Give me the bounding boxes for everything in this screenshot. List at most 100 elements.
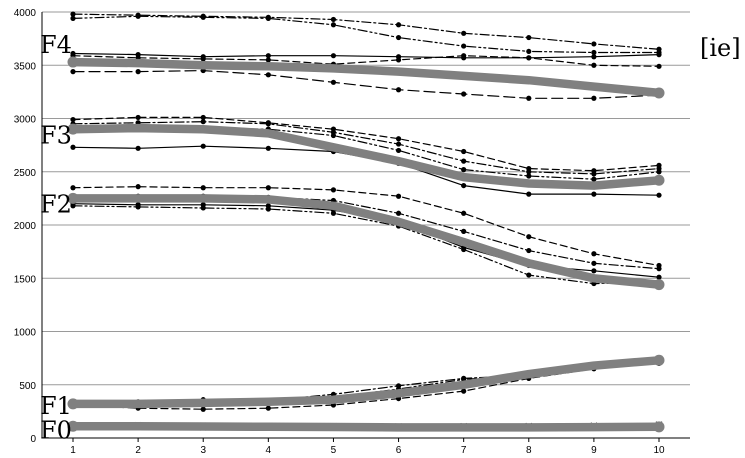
series-f3-dashdot-7-point	[395, 141, 402, 147]
series-f3-dashdotdot-8-point	[395, 147, 402, 154]
series-f0-mean-22-point	[67, 420, 79, 432]
x-tick-label: 5	[331, 445, 337, 456]
series-f2-mean-15-point	[67, 192, 79, 204]
series-f4-dashdotdot-1-point	[135, 13, 141, 19]
series-f0-mean-22-point	[653, 421, 665, 433]
series-f4-longdash-4-point	[265, 72, 271, 78]
series-f3-solid-9-point	[461, 182, 467, 189]
series-f2-dashdot-12-point	[395, 210, 402, 216]
series-f4-solid-2-point	[265, 53, 271, 59]
series-f3-dashdotdot-8-point	[330, 132, 337, 139]
series-f2-dashdotdot-14-point	[526, 272, 532, 278]
series-f4-dashdot-0-point	[526, 34, 532, 41]
x-tick-label: 6	[396, 445, 402, 456]
series-f4-dashdotdot-1-point	[330, 22, 337, 28]
series-f1-mean-19-line	[68, 356, 664, 409]
y-tick-label: 1500	[14, 274, 37, 285]
series-f3-dashdot-7-point	[526, 169, 532, 175]
series-f4-mean-5-point	[67, 56, 79, 68]
series-f4-longdash-4-point	[330, 79, 337, 85]
series-f2-mean-15-point	[653, 279, 665, 291]
series-f3-solid-9-point	[265, 145, 271, 151]
y-tick-label: 3000	[14, 115, 37, 126]
series-f2-solid-13-point	[591, 268, 597, 274]
x-tick-label: 4	[266, 445, 272, 456]
series-f1-dashed-17-point	[200, 406, 206, 412]
series-f3-solid-9-point	[591, 191, 597, 197]
series-f2-dashed-11-line	[72, 186, 660, 267]
series-f2-dashdot-12-point	[526, 247, 532, 254]
series-f3-dashed-6-point	[461, 148, 467, 155]
y-tick-label: 2000	[14, 221, 37, 232]
series-f4-dashdot-0-line	[72, 13, 660, 50]
formant-label-f4: F4	[40, 31, 72, 59]
x-tick-label: 7	[461, 445, 467, 456]
x-tick-label: 3	[200, 445, 206, 456]
series-f4-dashdotdot-1-point	[70, 15, 76, 21]
vowel-tag: [ie]	[700, 34, 741, 62]
series-f2-dashed-11-point	[135, 184, 141, 190]
series-f3-dashdotdot-8-point	[526, 173, 532, 179]
series-f4-mean-5-point	[653, 87, 665, 99]
y-axis-ticks: 0 500 1000 1500 2000 2500 3000 3500 4000	[14, 8, 37, 445]
series-f2-dashdotdot-14-point	[135, 204, 141, 210]
series-f2-dashed-11-point	[330, 187, 337, 193]
x-tick-label: 10	[653, 445, 665, 456]
series-f3-solid-9-point	[135, 145, 141, 151]
series-f4-dashdot-0-point	[70, 11, 76, 17]
series-f2-dashdotdot-14-point	[461, 246, 467, 253]
series-f4-dashed-3-point	[461, 53, 467, 59]
series-f3-dashdot-7-line	[72, 121, 660, 175]
series-f3-dashed-6-point	[200, 114, 206, 121]
series-f4-longdash-4-point	[395, 87, 402, 93]
series-f1-mean-19-point	[653, 354, 665, 366]
series-f4-longdash-4-line	[72, 70, 660, 99]
series-f3-dashdot-7-point	[591, 171, 597, 177]
series-f2-dashdotdot-14-point	[265, 206, 271, 212]
series-f3-dashdotdot-8-point	[591, 176, 597, 182]
series-f2-dashdot-12-point	[461, 228, 467, 234]
y-tick-label: 2500	[14, 168, 37, 179]
formant-label-f1: F1	[40, 392, 72, 420]
series-f4-longdash-4-point	[461, 91, 467, 97]
x-axis-ticks: 1 2 3 4 5 6 7 8 9 10	[70, 438, 665, 456]
series-f4-dashdot-0-point	[395, 22, 402, 28]
series-f3-dashed-6-point	[135, 114, 141, 121]
series-f2-dashdotdot-14-line	[72, 205, 660, 285]
series-f4-dashed-3-point	[265, 57, 271, 63]
series-f4-dashed-3-point	[395, 57, 402, 63]
series-f4-solid-2-point	[330, 53, 337, 59]
series-f4-dashdotdot-1-line	[72, 15, 660, 54]
series-f4-solid-2-line	[72, 52, 660, 59]
formant-label-f3: F3	[40, 121, 72, 149]
series-f3-mean-10-point	[653, 174, 665, 186]
y-tick-label: 0	[30, 434, 36, 445]
series-f3-dashdotdot-8-point	[461, 167, 467, 173]
series-f3-solid-9-point	[70, 144, 76, 150]
series-f2-dashed-11-point	[265, 185, 271, 191]
series-f3-dashdotdot-8-line	[72, 127, 660, 180]
series-f2-dashdot-12-point	[656, 266, 662, 272]
x-tick-label: 8	[526, 445, 532, 456]
series-f3-dashed-6-point	[70, 116, 76, 123]
series-f4-dashed-3-line	[72, 55, 660, 67]
x-tick-label: 1	[70, 445, 76, 456]
series-f3-solid-9-point	[656, 192, 662, 198]
series-f3-solid-9-point	[200, 143, 206, 149]
series-f1-dashed-17-point	[265, 405, 271, 411]
y-tick-label: 3500	[14, 61, 37, 72]
series-f4-dashed-3-point	[591, 62, 597, 68]
series-f4-dashdot-0-point	[461, 30, 467, 36]
formant-label-f2: F2	[40, 191, 72, 219]
series-f3-dashed-6-point	[395, 136, 402, 142]
series-f4-dashdotdot-1-point	[526, 48, 532, 55]
y-tick-label: 4000	[14, 8, 37, 19]
series-f2-dashed-11-point	[200, 185, 206, 191]
series-f2-dashed-11-point	[395, 193, 402, 199]
series-f2-mean-15-line	[68, 194, 664, 289]
series-f2-solid-13-point	[656, 274, 662, 280]
series-f0-mean-22-line	[68, 422, 664, 432]
axes	[41, 12, 690, 439]
series-f4-dashdotdot-1-point	[591, 49, 597, 56]
